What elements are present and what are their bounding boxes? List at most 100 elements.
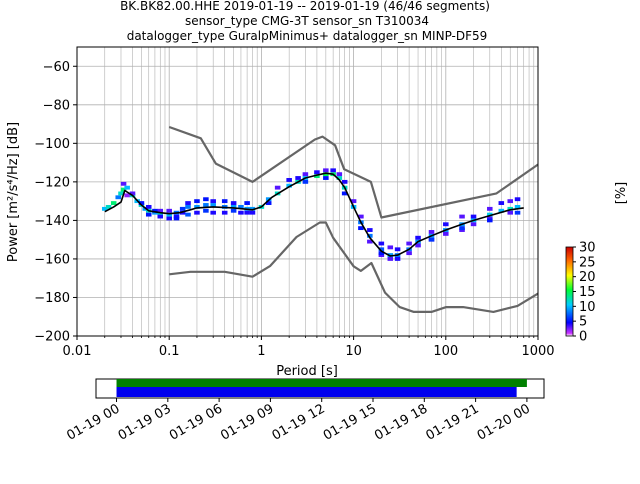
colorbar-tick-label: 5 <box>579 315 587 330</box>
heatmap-cell <box>443 222 449 227</box>
heatmap-cell <box>470 222 477 227</box>
x-tick-label: 0.01 <box>63 344 92 359</box>
heatmap-cell <box>249 210 256 215</box>
heatmap-cell <box>244 210 250 215</box>
heatmap-cell <box>415 235 421 240</box>
heatmap-cell <box>330 168 336 173</box>
heatmap-cell <box>378 247 385 252</box>
timeline-bars <box>116 379 527 397</box>
heatmap-cell <box>124 193 130 198</box>
header-line1: BK.BK82.00.HHE 2019-01-19 -- 2019-01-19 … <box>120 0 490 13</box>
heatmap-cell <box>238 204 244 209</box>
heatmap-cell <box>138 201 145 205</box>
timeline-tick-label: 01-19 12 <box>270 401 328 443</box>
x-tick-label: 1000 <box>521 344 554 359</box>
y-tick-label: −120 <box>34 175 70 190</box>
grid-lines <box>76 47 538 337</box>
y-tick-label: −140 <box>34 214 70 229</box>
heatmap-cell <box>101 206 108 211</box>
header-line3: datalogger_type GuralpMinimus+ datalogge… <box>127 29 488 43</box>
heatmap-cell <box>203 208 209 213</box>
mean-psd-line <box>104 172 524 257</box>
timeline-tick-label: 01-19 15 <box>321 401 379 443</box>
heatmap-cell <box>378 251 385 256</box>
timeline-tick-label: 01-19 03 <box>116 401 174 443</box>
heatmap-cell <box>210 210 216 215</box>
heatmap-cell <box>210 199 216 204</box>
heatmap-cell <box>274 185 281 190</box>
timeline-tick-label: 01-19 21 <box>423 401 481 443</box>
noise-models <box>168 125 539 313</box>
heatmap-cell <box>459 214 465 219</box>
heatmap-cell <box>110 201 117 205</box>
heatmap-cell <box>152 208 158 213</box>
timeline-tick-label: 01-19 06 <box>167 401 225 443</box>
heatmap-cell <box>244 201 250 205</box>
heatmap-cell <box>173 216 180 221</box>
heatmap-cell <box>459 228 465 232</box>
x-tick-label: 10 <box>345 344 362 359</box>
colorbar-tick-label: 25 <box>579 255 596 270</box>
heatmap-cell <box>210 203 216 207</box>
colorbar-tick-label: 30 <box>579 241 596 256</box>
heatmap-cell <box>221 199 228 204</box>
ppsd-axes: 0.01 0.1 1 10 100 1000 −200 −180 −160 −140 −120 −1… <box>6 46 555 379</box>
heatmap-cell <box>194 210 200 215</box>
heatmap-cell <box>341 179 348 184</box>
heatmap-cell <box>249 206 256 211</box>
colorbar-tick-label: 20 <box>579 270 596 285</box>
heatmap-cell <box>514 197 521 202</box>
heatmap-cell <box>194 204 200 209</box>
heatmap-cell <box>238 210 244 215</box>
colorbar-label: [%] <box>614 182 629 205</box>
heatmap-cell <box>507 210 514 215</box>
y-axis: −200 −180 −160 −140 −120 −100 −80 −60 <box>34 60 77 345</box>
heatmap-cell <box>514 210 521 215</box>
heatmap-cell <box>336 176 343 180</box>
heatmap-cell <box>302 179 309 184</box>
heatmap-cell <box>166 208 172 213</box>
heatmap-cell <box>350 199 357 204</box>
x-axis-label: Period [s] <box>276 364 338 379</box>
heatmap-cell <box>185 204 191 209</box>
heatmap-cell <box>166 212 172 217</box>
heatmap-cell <box>145 204 152 209</box>
heatmap-cell <box>358 214 364 219</box>
heatmap-cell <box>387 245 394 250</box>
heatmap-cell <box>428 237 435 242</box>
timeline-tick-label: 01-19 18 <box>372 401 430 443</box>
heatmap-cell <box>378 241 385 246</box>
heatmap-cell <box>120 181 127 186</box>
heatmap-cell <box>185 212 191 217</box>
mean-curve <box>104 172 524 257</box>
heatmap-cell <box>415 243 421 248</box>
heatmap-cell <box>514 204 521 209</box>
heatmap-cell <box>230 201 237 205</box>
heatmap-cell <box>367 233 373 238</box>
axes-frame <box>76 46 539 337</box>
heatmap-cell <box>203 203 209 207</box>
heatmap-cell <box>387 257 394 261</box>
timeline-bar-blue <box>116 387 517 397</box>
heatmap-cell <box>302 172 309 177</box>
y-tick-label: −80 <box>43 98 70 113</box>
x-tick-label: 0.1 <box>159 344 180 359</box>
heatmap-cell <box>221 210 228 215</box>
heatmap-cell <box>367 228 373 232</box>
heatmap-cell <box>336 172 343 177</box>
timeline-tick-label: 01-19 00 <box>64 401 122 443</box>
heatmap-cell <box>115 195 121 200</box>
y-tick-label: −200 <box>34 330 70 345</box>
heatmap-cell <box>157 208 164 213</box>
heatmap-cell <box>387 253 394 258</box>
heatmap-cell <box>470 214 477 219</box>
x-tick-label: 100 <box>433 344 458 359</box>
heatmap-cell <box>323 176 329 180</box>
heatmap-cell <box>507 206 514 211</box>
heatmap-cell <box>185 201 191 205</box>
heatmap-cell <box>498 201 505 205</box>
